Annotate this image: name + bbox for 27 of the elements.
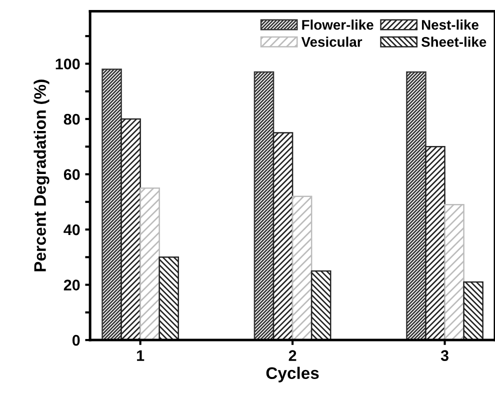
bar xyxy=(292,196,312,340)
bar xyxy=(158,256,180,340)
legend-label: Sheet-like xyxy=(421,36,486,47)
bar xyxy=(120,118,141,340)
legend-label: Nest-like xyxy=(422,20,478,30)
y-axis-title: Percent Degradation (%) xyxy=(34,80,50,272)
y-tick-label: 80 xyxy=(64,114,80,125)
x-tick-label: 2 xyxy=(288,350,296,361)
y-tick-label: 100 xyxy=(56,58,80,70)
legend-label: Flower-like xyxy=(302,20,374,30)
y-tick-label: 40 xyxy=(64,224,80,236)
y-tick-label: 20 xyxy=(64,280,80,290)
legend-label: Vesicular xyxy=(301,36,362,47)
y-tick-label: 60 xyxy=(64,169,80,180)
bar xyxy=(102,68,122,340)
bar xyxy=(254,71,274,340)
bar xyxy=(310,270,332,340)
x-tick-label: 3 xyxy=(440,350,448,362)
bar xyxy=(140,187,160,340)
bar xyxy=(444,204,464,340)
x-tick-label: 1 xyxy=(137,350,144,361)
bar xyxy=(406,71,426,340)
x-axis-title: Cycles xyxy=(266,366,319,382)
bar xyxy=(272,132,294,340)
bar xyxy=(425,146,446,340)
bar xyxy=(463,281,484,340)
y-tick-label: 0 xyxy=(72,334,80,346)
